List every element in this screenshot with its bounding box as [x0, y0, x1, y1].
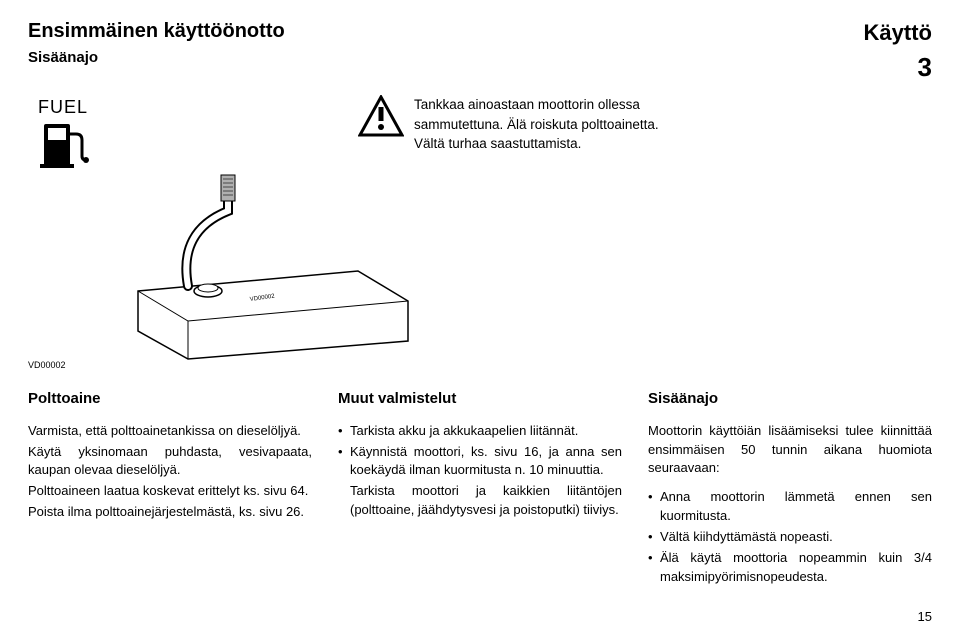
diagram-code: VD00002 [28, 360, 932, 370]
title-right: Käyttö [864, 20, 932, 46]
header-left: Ensimmäinen käyttöönotto Sisäänajo [28, 20, 285, 66]
fuel-pump-icon [38, 120, 94, 170]
fuel-area: FUEL [28, 91, 358, 181]
warning-text: Tankkaa ainoastaan moottorin ollessa sam… [414, 95, 664, 154]
col-mid-heading: Muut valmistelut [338, 388, 622, 410]
warning-block: Tankkaa ainoastaan moottorin ollessa sam… [358, 95, 664, 154]
title-left: Ensimmäinen käyttöönotto [28, 20, 285, 43]
list-item: Älä käytä moottoria nopeammin kuin 3/4 m… [648, 549, 932, 587]
column-mid: Muut valmistelut Tarkista akku ja akkuka… [338, 388, 622, 589]
list-item: Tarkista akku ja akkukaapelien liitännät… [338, 422, 622, 441]
chapter-number: 3 [864, 52, 932, 83]
col-right-heading: Sisäänajo [648, 388, 932, 410]
col-left-heading: Polttoaine [28, 388, 312, 410]
column-right: Sisäänajo Moottorin käyttöiän lisäämisek… [648, 388, 932, 589]
col-mid-list: Tarkista akku ja akkukaapelien liitännät… [338, 422, 622, 481]
top-illustration-row: FUEL Tankkaa ainoastaan moottorin olless… [28, 91, 932, 181]
sub-left: Sisäänajo [28, 49, 285, 66]
fuel-box: FUEL [28, 93, 178, 181]
header-row: Ensimmäinen käyttöönotto Sisäänajo Käytt… [28, 20, 932, 83]
warning-triangle-icon [358, 95, 404, 137]
list-item: Käynnistä moottori, ks. sivu 16, ja anna… [338, 443, 622, 481]
col-right-p1: Moottorin käyttöiän lisäämiseksi tulee k… [648, 422, 932, 479]
list-item: Vältä kiihdyttämästä nopeasti. [648, 528, 932, 547]
col-mid-p: Tarkista moottori ja kaikkien liitäntöje… [338, 482, 622, 520]
col-left-p4: Poista ilma polttoainejärjestelmästä, ks… [28, 503, 312, 522]
page-number: 15 [918, 609, 932, 624]
column-left: Polttoaine Varmista, että polttoainetank… [28, 388, 312, 589]
col-left-p2: Käytä yksinomaan puhdasta, vesivapaata, … [28, 443, 312, 481]
col-left-p1: Varmista, että polttoainetankissa on die… [28, 422, 312, 441]
tank-diagram: VD00002 VD00002 [28, 171, 932, 370]
list-item: Anna moottorin lämmetä ennen sen kuormit… [648, 488, 932, 526]
fuel-label: FUEL [38, 97, 168, 118]
col-right-list: Anna moottorin lämmetä ennen sen kuormit… [648, 488, 932, 586]
content-columns: Polttoaine Varmista, että polttoainetank… [28, 388, 932, 589]
header-right: Käyttö 3 [864, 20, 932, 83]
col-left-p3: Polttoaineen laatua koskevat erittelyt k… [28, 482, 312, 501]
